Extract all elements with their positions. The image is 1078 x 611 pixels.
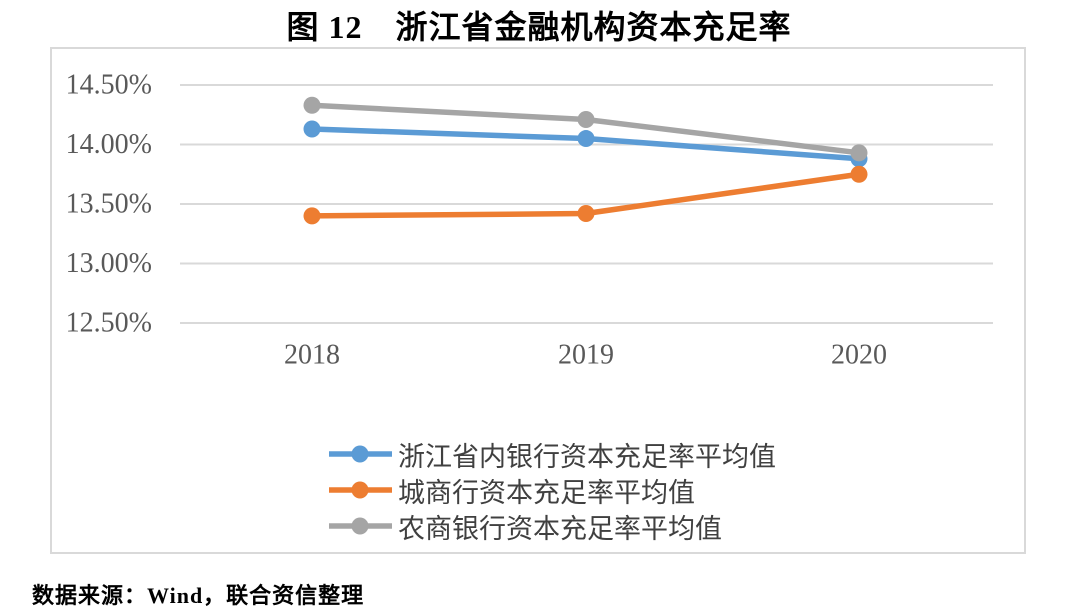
y-tick-label: 14.00% — [66, 129, 152, 160]
legend-line-marker-icon — [329, 481, 392, 499]
data-point-marker — [850, 144, 868, 162]
data-point-marker — [303, 207, 321, 225]
line-chart-plot: 14.50% 14.00% 13.50% 13.00% 12.50% 2018 2019 20… — [66, 70, 993, 371]
source-note: 数据来源：Wind，联合资信整理 — [32, 583, 365, 608]
data-point-marker — [577, 205, 595, 223]
legend-label: 城商行资本充足率平均值 — [398, 477, 695, 508]
legend-label: 浙江省内银行资本充足率平均值 — [398, 441, 776, 472]
chart-area: 14.50% 14.00% 13.50% 13.00% 12.50% 2018 2019 20… — [50, 47, 1026, 554]
legend-label: 农商银行资本充足率平均值 — [398, 513, 722, 544]
data-point-marker — [850, 165, 868, 183]
data-point-marker — [303, 96, 321, 114]
y-tick-label: 14.50% — [66, 70, 152, 101]
x-tick-label: 2019 — [558, 340, 614, 371]
legend-item: 浙江省内银行资本充足率平均值 — [328, 436, 776, 472]
legend-item: 农商银行资本充足率平均值 — [328, 508, 776, 544]
x-tick-label: 2018 — [284, 340, 340, 371]
legend-line-marker-icon — [329, 445, 392, 463]
legend-item: 城商行资本充足率平均值 — [328, 472, 776, 508]
data-point-marker — [577, 130, 595, 148]
data-point-marker — [303, 120, 321, 138]
chart-legend: 浙江省内银行资本充足率平均值 城商行资本充足率平均值 农商银行资本充足率平均值 — [328, 436, 776, 544]
y-tick-label: 13.00% — [66, 248, 152, 279]
legend-line-marker-icon — [329, 517, 392, 535]
figure-title: 图 12 浙江省金融机构资本充足率 — [286, 9, 792, 45]
x-tick-label: 2020 — [831, 340, 887, 371]
data-point-marker — [577, 111, 595, 129]
y-tick-label: 12.50% — [66, 308, 152, 339]
y-tick-label: 13.50% — [66, 189, 152, 220]
